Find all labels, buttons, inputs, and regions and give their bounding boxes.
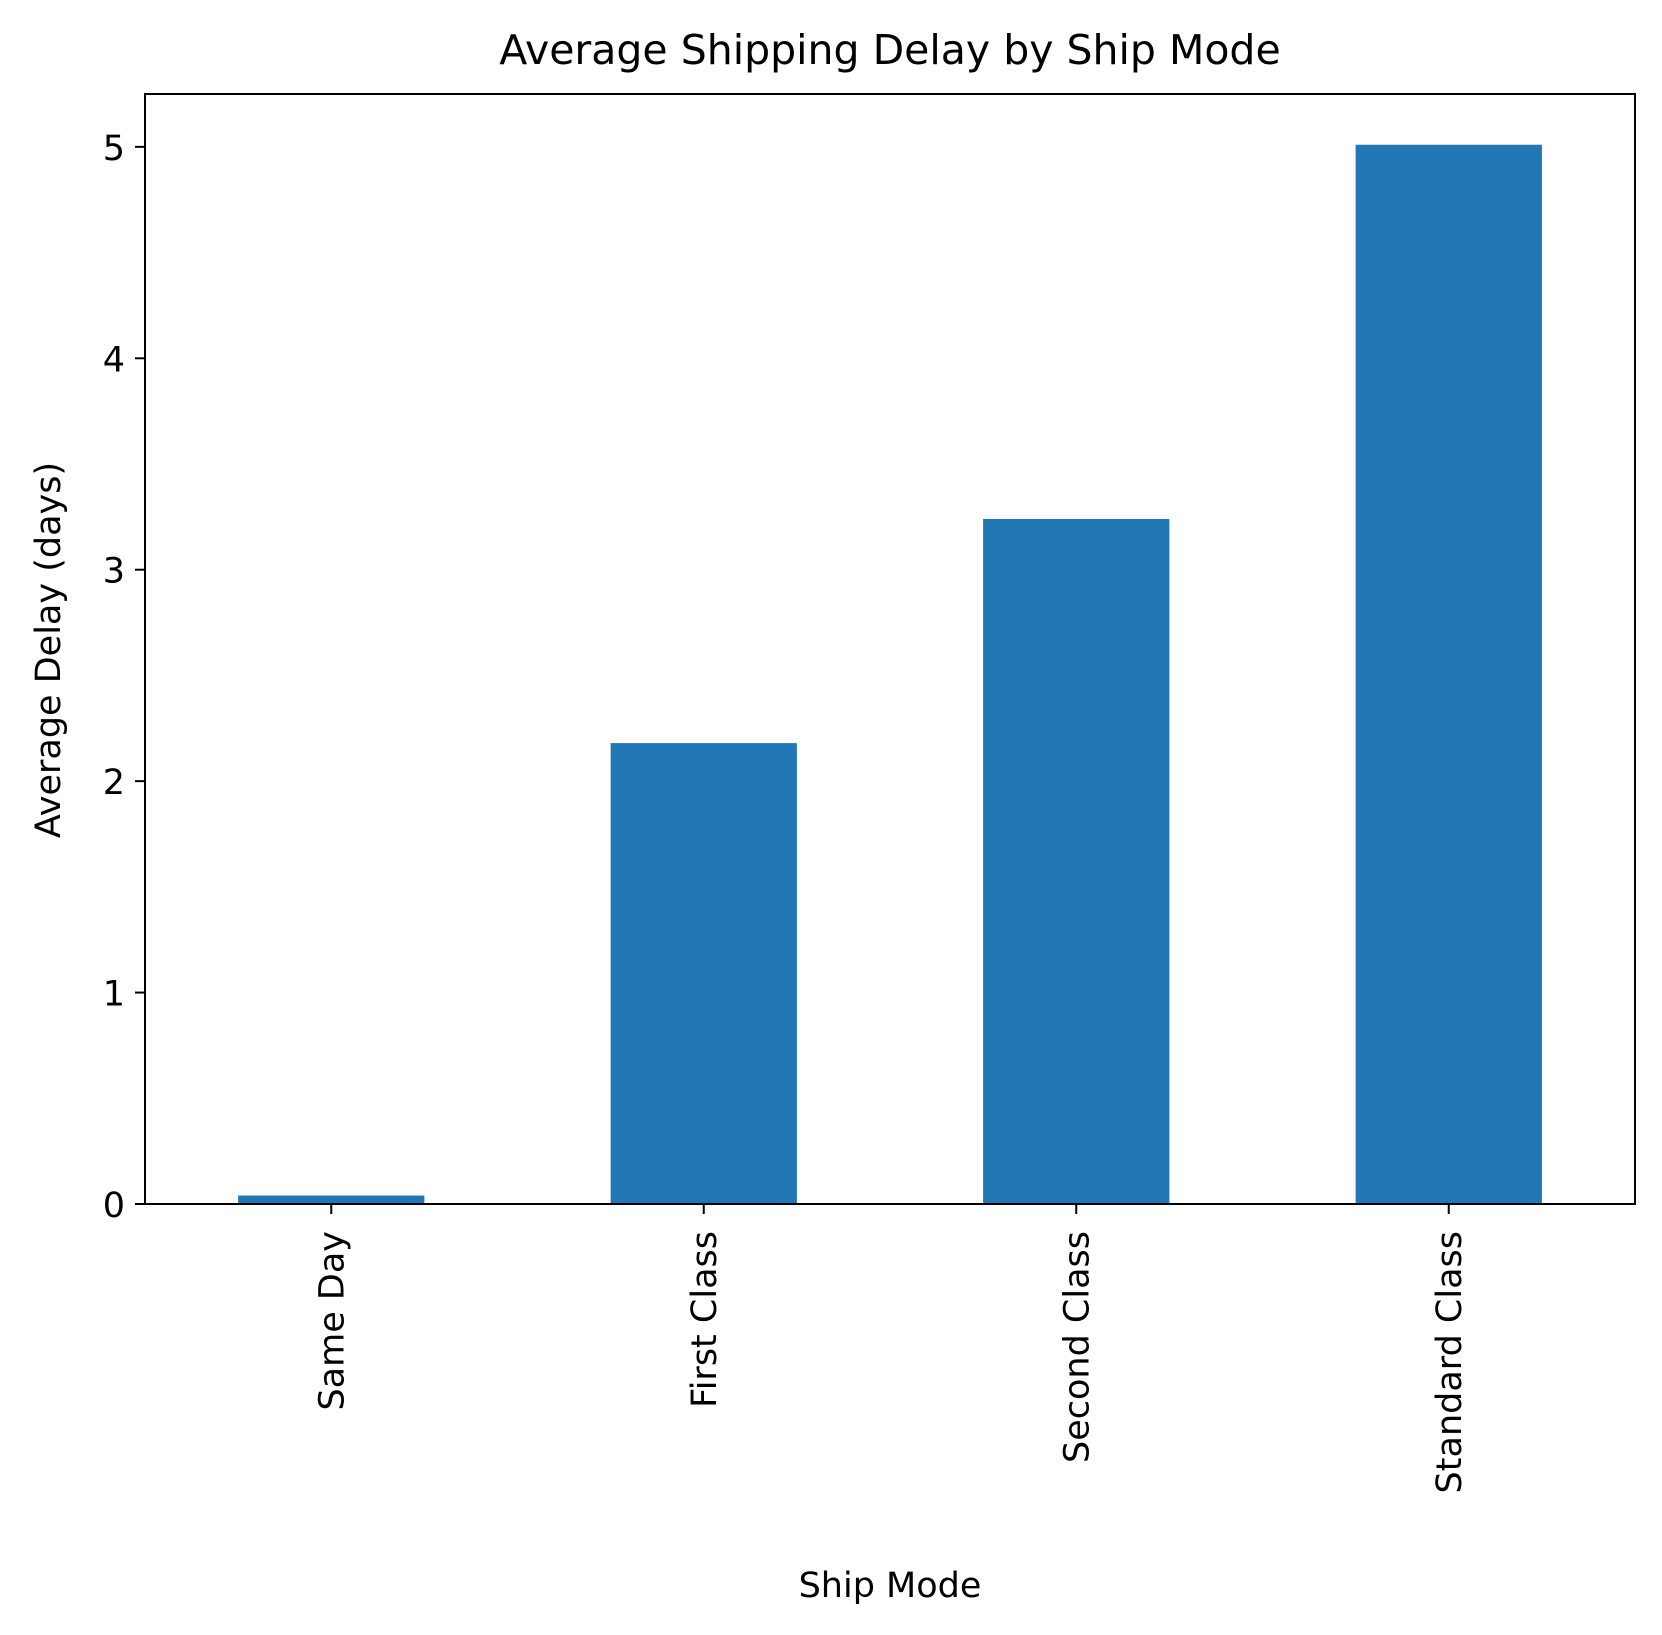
bar: [1355, 144, 1542, 1205]
y-tick-label: 4: [103, 340, 125, 380]
x-tick-label: Same Day: [312, 1231, 352, 1411]
bar: [983, 518, 1170, 1204]
plot-frame: [144, 93, 1636, 1205]
bar: [610, 743, 797, 1204]
x-tick-label: First Class: [685, 1231, 725, 1408]
x-axis-label: Ship Mode: [799, 1566, 982, 1606]
y-tick-label: 2: [103, 763, 125, 803]
y-tick-label: 0: [103, 1186, 125, 1226]
ticks-group: Same Day First Class Second Class Standard …: [103, 129, 1470, 1494]
y-axis-label: Average Delay (days): [29, 462, 69, 838]
x-tick-label: Standard Class: [1430, 1231, 1470, 1493]
bars-group: [238, 144, 1542, 1205]
bar: [238, 1195, 425, 1204]
y-tick-label: 3: [103, 552, 125, 592]
x-tick-label: Second Class: [1057, 1231, 1097, 1463]
chart-title: Average Shipping Delay by Ship Mode: [499, 26, 1280, 74]
y-tick-label: 1: [103, 975, 125, 1015]
y-tick-label: 5: [103, 129, 125, 169]
